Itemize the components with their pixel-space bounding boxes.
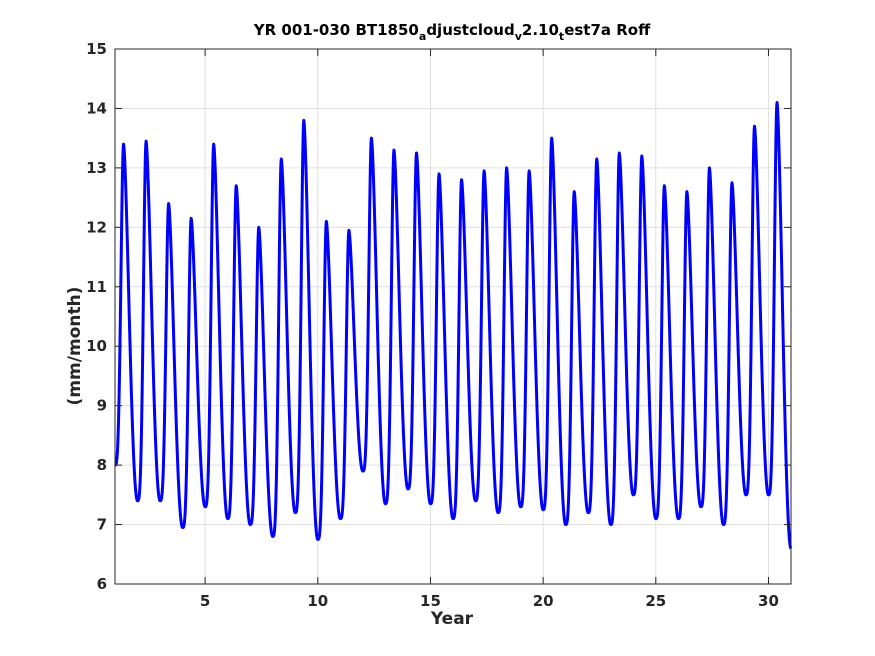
x-tick-label: 20 bbox=[533, 592, 554, 610]
x-axis-title: Year bbox=[430, 609, 474, 629]
chart-title-subscript: a bbox=[419, 30, 426, 43]
y-tick-label: 7 bbox=[97, 516, 107, 534]
chart-title-part: est7a Roff bbox=[564, 21, 651, 39]
chart-title-part: YR 001-030 BT1850 bbox=[253, 21, 419, 39]
y-tick-label: 13 bbox=[86, 159, 107, 177]
x-tick-label: 15 bbox=[420, 592, 441, 610]
y-tick-label: 8 bbox=[97, 456, 107, 474]
y-tick-label: 14 bbox=[86, 99, 107, 117]
runoff-series-line bbox=[113, 101, 793, 550]
axis-ticks: 5 10 15 20 25 30 6 7 8 9 10 11 12 13 14 15 bbox=[86, 40, 792, 610]
chart-title-part: djustcloud bbox=[426, 21, 514, 39]
x-tick-label: 5 bbox=[200, 592, 210, 610]
chart-title-subscript: t bbox=[559, 30, 564, 43]
chart-title: YR 001-030 BT1850adjustcloudv2.10test7a … bbox=[253, 21, 651, 43]
y-tick-label: 12 bbox=[86, 218, 107, 236]
y-tick-label: 15 bbox=[86, 40, 107, 58]
y-axis-title: (mm/month) bbox=[65, 287, 85, 406]
plot-area bbox=[113, 101, 793, 550]
plot-background bbox=[115, 49, 791, 584]
x-tick-label: 10 bbox=[307, 592, 328, 610]
y-tick-label: 10 bbox=[86, 337, 107, 355]
x-tick-label: 25 bbox=[645, 592, 666, 610]
axes-box bbox=[114, 48, 792, 585]
grid-lines bbox=[115, 48, 791, 585]
y-tick-label: 9 bbox=[97, 397, 107, 415]
chart-title-subscript: v bbox=[515, 30, 523, 43]
y-tick-label: 11 bbox=[86, 278, 107, 296]
chart-title-part: 2.10 bbox=[522, 21, 559, 39]
y-tick-label: 6 bbox=[97, 575, 107, 593]
x-tick-label: 30 bbox=[758, 592, 779, 610]
